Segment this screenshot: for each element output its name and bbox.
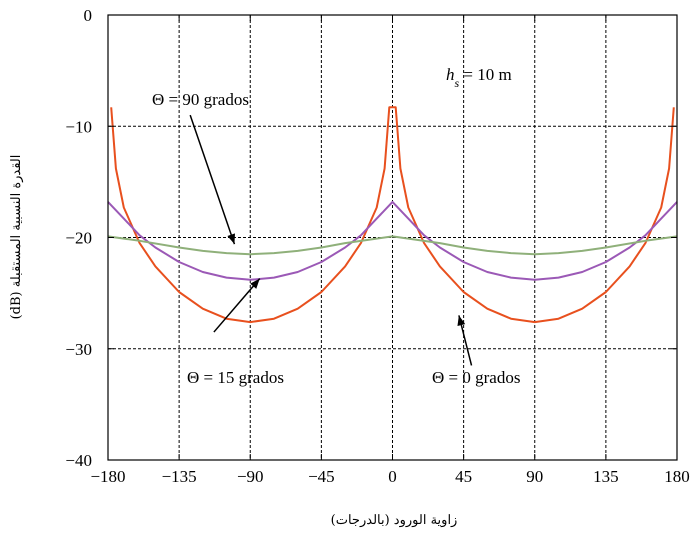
- x-tick-label: 135: [593, 467, 619, 486]
- series-line-3: [107, 235, 678, 256]
- x-tick-label: −180: [90, 467, 125, 486]
- annotation-hs: hs = 10 m: [446, 65, 512, 90]
- x-axis-title: زاوية الورود (بالدرجات): [331, 513, 458, 528]
- y-tick-label: −20: [65, 229, 92, 248]
- x-tick-label: −90: [237, 467, 264, 486]
- y-tick-label: 0: [84, 6, 93, 25]
- y-tick-label: −40: [65, 451, 92, 470]
- series-line-1: [110, 106, 675, 324]
- annotation-theta-90: Θ = 90 grados: [152, 90, 249, 109]
- annotation-arrow-90: [189, 114, 236, 245]
- x-tick-label: −45: [308, 467, 335, 486]
- annotation-theta-0: Θ = 0 grados: [432, 368, 520, 387]
- y-tick-label: −30: [65, 340, 92, 359]
- annotation-theta-15: Θ = 15 grados: [187, 368, 284, 387]
- x-tick-label: 90: [526, 467, 543, 486]
- tick-layer: −180 −135 −90 −45 0 45 90 135 180 0 −10 −20 −30 −40: [65, 6, 689, 486]
- series-line-2: [107, 200, 678, 281]
- y-tick-label: −10: [65, 117, 92, 136]
- x-tick-label: 45: [455, 467, 472, 486]
- y-axis-title: القدرة النسبية المستقبلة (dB): [9, 155, 24, 320]
- grid-layer: [108, 15, 677, 460]
- series-layer: [107, 106, 678, 324]
- annotation-arrow-0: [457, 315, 473, 366]
- x-tick-label: 180: [664, 467, 690, 486]
- x-tick-label: 0: [388, 467, 397, 486]
- hs-symbol: h: [446, 65, 455, 84]
- hs-value: = 10 m: [459, 65, 512, 84]
- annotation-layer: hs = 10 m Θ = 90 grados Θ = 15 grados Θ …: [152, 65, 520, 387]
- hs-subscript: s: [455, 76, 460, 90]
- annotation-arrow-15: [213, 278, 261, 333]
- x-tick-label: −135: [162, 467, 197, 486]
